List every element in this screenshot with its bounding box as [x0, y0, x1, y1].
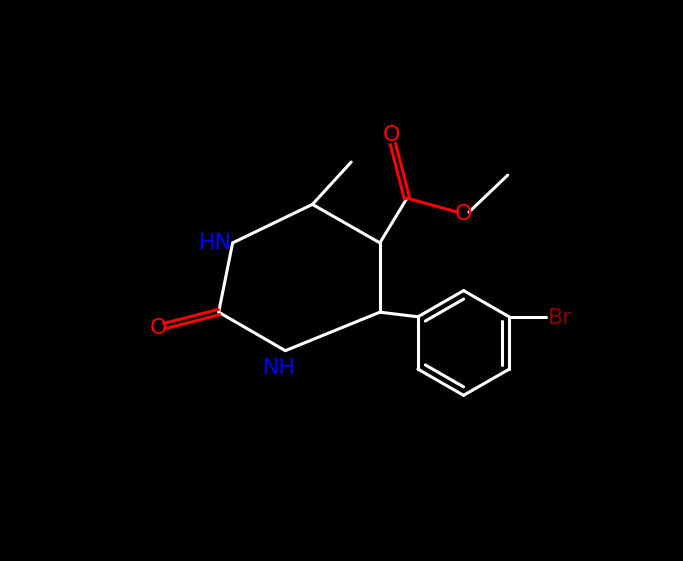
Text: Br: Br: [548, 309, 572, 328]
Text: O: O: [150, 318, 167, 338]
Text: NH: NH: [262, 357, 296, 378]
Text: HN: HN: [199, 233, 232, 253]
Text: O: O: [382, 125, 400, 145]
Text: O: O: [455, 204, 473, 224]
